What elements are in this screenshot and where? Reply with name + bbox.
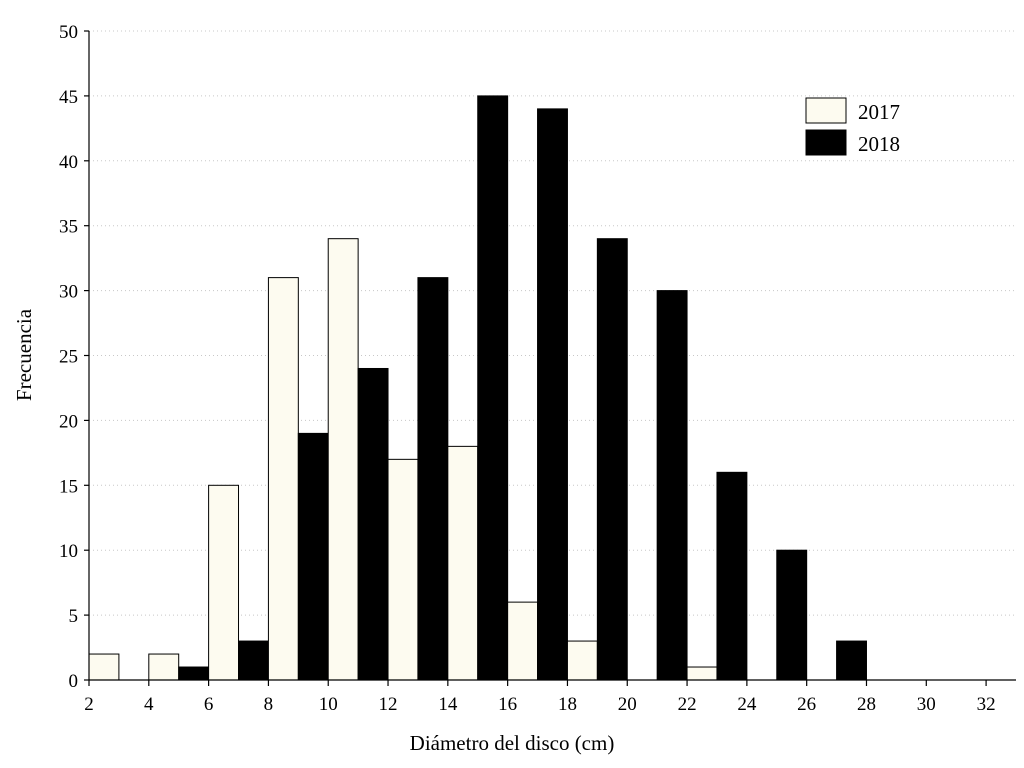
bar-2018-14-16: [477, 95, 509, 681]
x-tick-label-12: 12: [379, 694, 398, 715]
y-tick-label-35: 35: [59, 217, 78, 238]
x-tick-label-6: 6: [204, 694, 214, 715]
x-tick-label-24: 24: [737, 694, 757, 715]
bars-layer: [88, 95, 867, 681]
y-tick-label-10: 10: [59, 541, 78, 562]
bar-2017-16-18: [507, 601, 539, 681]
grid-layer: [89, 30, 1016, 616]
bar-2017-2-4: [88, 653, 120, 681]
x-tick-label-30: 30: [917, 694, 936, 715]
y-tick-label-50: 50: [59, 22, 78, 43]
bar-2018-26-28: [836, 640, 867, 681]
x-axis-title: Diámetro del disco (cm): [410, 731, 615, 755]
x-tick-label-8: 8: [264, 694, 274, 715]
bar-2018-18-20: [596, 238, 628, 681]
x-tick-label-18: 18: [558, 694, 577, 715]
bar-2017-12-14: [387, 458, 419, 681]
x-tick-label-28: 28: [857, 694, 876, 715]
y-tick-label-5: 5: [69, 606, 79, 627]
legend-swatch-2018: [805, 129, 847, 156]
bar-2017-14-16: [447, 445, 479, 681]
bar-2018-4-6: [178, 666, 210, 681]
bar-2017-4-6: [148, 653, 180, 681]
bar-2018-10-12: [357, 367, 389, 681]
y-tick-label-30: 30: [59, 282, 78, 303]
y-axis-title: Frecuencia: [12, 308, 36, 401]
bar-2018-12-14: [417, 277, 449, 681]
legend-swatch-2017: [805, 97, 847, 124]
y-tick-label-15: 15: [59, 476, 78, 497]
x-tick-label-2: 2: [84, 694, 94, 715]
bar-2018-8-10: [297, 432, 329, 681]
x-tick-label-10: 10: [319, 694, 338, 715]
y-tick-label-45: 45: [59, 87, 78, 108]
x-tick-label-26: 26: [797, 694, 816, 715]
bar-2017-10-12: [327, 238, 359, 681]
x-tick-label-32: 32: [977, 694, 996, 715]
bar-2018-22-24: [716, 471, 748, 681]
legend-label-2017: 2017: [858, 100, 900, 124]
bar-2018-16-18: [537, 108, 568, 681]
y-tick-label-0: 0: [69, 671, 79, 692]
bar-2017-18-20: [566, 640, 598, 681]
x-tick-label-4: 4: [144, 694, 154, 715]
y-tick-label-25: 25: [59, 347, 78, 368]
bar-2017-22-24: [686, 666, 718, 681]
bar-2017-8-10: [267, 277, 299, 681]
x-tick-label-22: 22: [678, 694, 697, 715]
y-tick-label-20: 20: [59, 411, 78, 432]
x-tick-label-14: 14: [438, 694, 458, 715]
legend: 2017 2018: [805, 97, 900, 156]
x-tick-label-20: 20: [618, 694, 637, 715]
legend-label-2018: 2018: [858, 132, 900, 156]
bar-2018-20-22: [656, 290, 688, 681]
bar-2018-24-26: [776, 549, 808, 681]
bar-2017-6-8: [208, 484, 240, 681]
x-tick-label-16: 16: [498, 694, 517, 715]
bar-2018-6-8: [238, 640, 269, 681]
y-tick-label-40: 40: [59, 152, 78, 173]
